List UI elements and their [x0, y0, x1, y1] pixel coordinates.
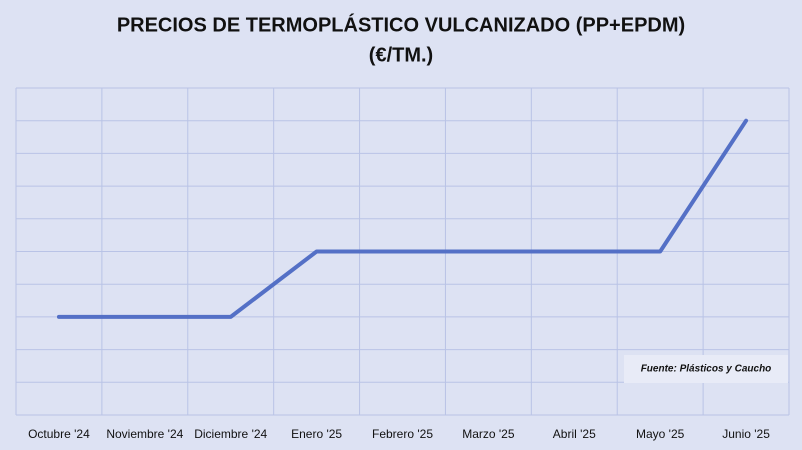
line-series — [56, 118, 749, 319]
x-tick-label: Noviembre '24 — [106, 427, 183, 441]
x-tick-label: Enero '25 — [291, 427, 342, 441]
annotation-box — [624, 355, 788, 383]
x-tick-label: Marzo '25 — [462, 427, 515, 441]
x-tick-label: Diciembre '24 — [194, 427, 267, 441]
x-tick-label: Mayo '25 — [636, 427, 685, 441]
chart-subtitle: (€/TM.) — [369, 44, 433, 66]
x-tick-label: Febrero '25 — [372, 427, 433, 441]
x-tick-label: Abril '25 — [553, 427, 596, 441]
x-tick-label: Junio '25 — [722, 427, 770, 441]
chart-title: PRECIOS DE TERMOPLÁSTICO VULCANIZADO (PP… — [117, 13, 685, 36]
x-tick-label: Octubre '24 — [28, 427, 90, 441]
annotation: Fuente: Plásticos y Caucho — [641, 364, 772, 375]
